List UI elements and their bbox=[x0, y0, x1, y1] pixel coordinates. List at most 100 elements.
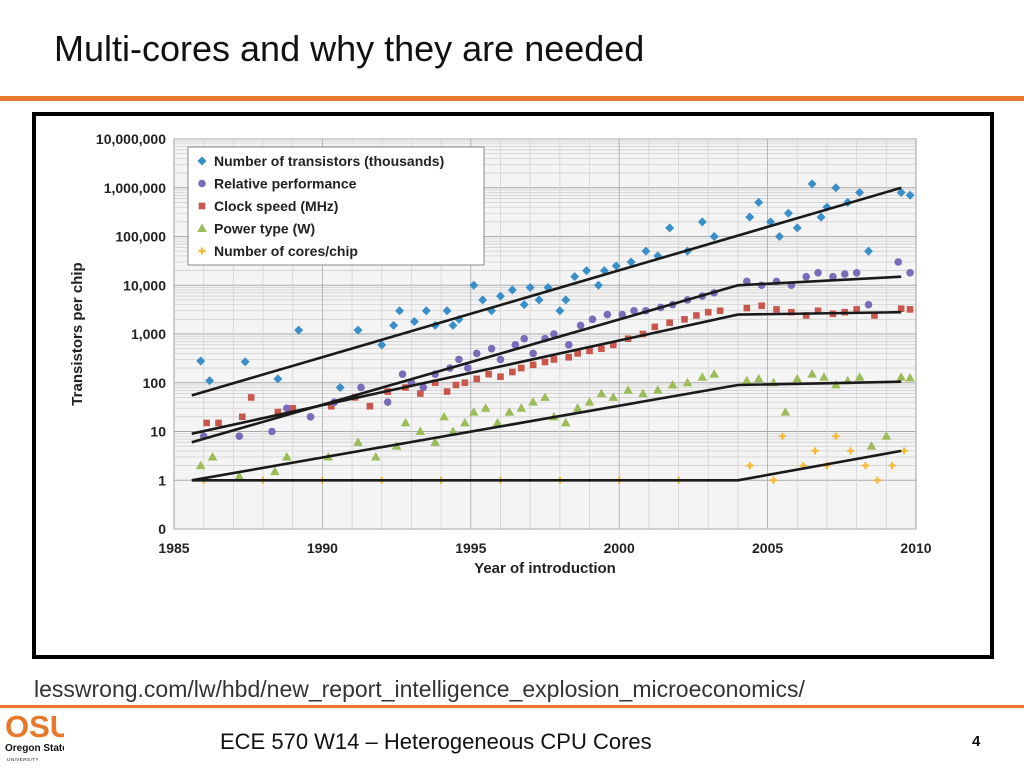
data-point bbox=[371, 451, 381, 461]
data-point bbox=[743, 277, 751, 286]
data-point bbox=[398, 370, 407, 378]
data-point bbox=[469, 280, 479, 290]
legend-label: Power type (W) bbox=[214, 221, 315, 237]
chart-frame: 0 1 10 100 1,000 10,000 100,000 1,000,000 10,000… bbox=[32, 112, 994, 659]
data-point bbox=[496, 355, 505, 364]
data-point bbox=[520, 334, 529, 343]
data-point bbox=[906, 306, 914, 313]
data-point bbox=[207, 451, 218, 461]
data-point bbox=[570, 272, 580, 282]
y-tick-label: 10,000 bbox=[123, 277, 166, 293]
data-point bbox=[652, 385, 663, 394]
data-point bbox=[289, 404, 297, 412]
data-point bbox=[778, 432, 786, 440]
data-point bbox=[281, 451, 292, 461]
data-point bbox=[353, 325, 363, 335]
data-point bbox=[593, 280, 603, 290]
y-tick-label: 1,000 bbox=[131, 326, 166, 342]
data-point bbox=[377, 340, 387, 350]
data-point bbox=[840, 270, 849, 278]
data-point bbox=[534, 295, 544, 305]
data-point bbox=[564, 341, 573, 349]
data-point bbox=[516, 403, 527, 412]
data-point bbox=[247, 394, 255, 401]
data-point bbox=[792, 223, 802, 233]
data-point bbox=[682, 377, 693, 387]
data-point bbox=[472, 349, 481, 358]
data-point bbox=[473, 375, 481, 383]
logo-university: UNIVERSITY bbox=[7, 757, 39, 762]
legend-entry: Relative performance bbox=[198, 176, 357, 192]
data-point bbox=[774, 232, 784, 241]
data-point bbox=[448, 320, 458, 330]
data-point bbox=[529, 349, 537, 358]
legend-label: Number of transistors (thousands) bbox=[214, 153, 444, 169]
data-point bbox=[584, 397, 595, 406]
y-tick-label: 10 bbox=[150, 424, 166, 440]
legend-entry: Clock speed (MHz) bbox=[198, 198, 338, 214]
data-point bbox=[572, 403, 583, 412]
data-point bbox=[906, 269, 914, 277]
data-point bbox=[623, 385, 633, 394]
data-point bbox=[608, 392, 619, 401]
data-point bbox=[461, 379, 469, 387]
y-tick-label: 0 bbox=[158, 521, 166, 537]
legend-marker bbox=[198, 179, 206, 188]
data-point bbox=[598, 345, 605, 352]
data-point bbox=[667, 379, 678, 389]
data-point bbox=[871, 312, 878, 319]
data-point bbox=[897, 305, 905, 313]
data-point bbox=[460, 417, 470, 427]
data-point bbox=[816, 212, 826, 222]
data-point bbox=[630, 306, 638, 315]
data-point bbox=[273, 374, 283, 384]
data-point bbox=[709, 232, 719, 241]
y-tick-label: 100 bbox=[143, 375, 167, 391]
legend-label: Relative performance bbox=[214, 176, 357, 192]
legend-marker bbox=[197, 156, 207, 166]
data-point bbox=[807, 369, 817, 378]
data-point bbox=[270, 466, 280, 476]
data-point bbox=[626, 257, 636, 267]
data-point bbox=[611, 261, 621, 271]
data-point bbox=[550, 330, 558, 338]
data-point bbox=[847, 447, 855, 455]
legend-label: Clock speed (MHz) bbox=[214, 198, 338, 214]
x-tick-label: 1985 bbox=[158, 540, 189, 556]
data-point bbox=[829, 272, 837, 281]
data-point bbox=[586, 347, 593, 355]
data-point bbox=[697, 217, 707, 227]
data-point bbox=[353, 437, 363, 446]
x-tick-label: 1995 bbox=[455, 540, 486, 556]
data-point bbox=[454, 314, 464, 324]
data-point bbox=[507, 285, 517, 295]
data-point bbox=[742, 375, 752, 385]
data-point bbox=[455, 355, 463, 364]
data-point bbox=[409, 317, 419, 327]
data-point bbox=[802, 272, 810, 281]
logo-subtitle: Oregon State bbox=[5, 743, 64, 754]
data-point bbox=[745, 212, 755, 222]
data-point bbox=[215, 419, 222, 427]
data-point bbox=[464, 364, 472, 372]
data-point bbox=[395, 306, 405, 316]
data-point bbox=[780, 407, 791, 416]
data-point bbox=[540, 392, 550, 401]
y-axis-label: Transistors per chip bbox=[69, 262, 86, 405]
data-point bbox=[754, 197, 764, 207]
data-point bbox=[509, 368, 516, 376]
data-point bbox=[528, 397, 538, 406]
data-point bbox=[596, 388, 607, 398]
data-point bbox=[888, 462, 896, 470]
data-point bbox=[819, 372, 829, 381]
data-point bbox=[697, 372, 708, 381]
data-point bbox=[443, 388, 451, 395]
data-point bbox=[855, 187, 865, 197]
data-point bbox=[900, 447, 908, 455]
data-point bbox=[896, 372, 906, 381]
data-point bbox=[770, 476, 778, 484]
source-link[interactable]: lesswrong.com/lw/hbd/new_report_intellig… bbox=[34, 676, 805, 702]
osu-logo: OSU Oregon State UNIVERSITY bbox=[5, 709, 64, 762]
data-point bbox=[807, 179, 817, 189]
data-point bbox=[653, 251, 663, 261]
